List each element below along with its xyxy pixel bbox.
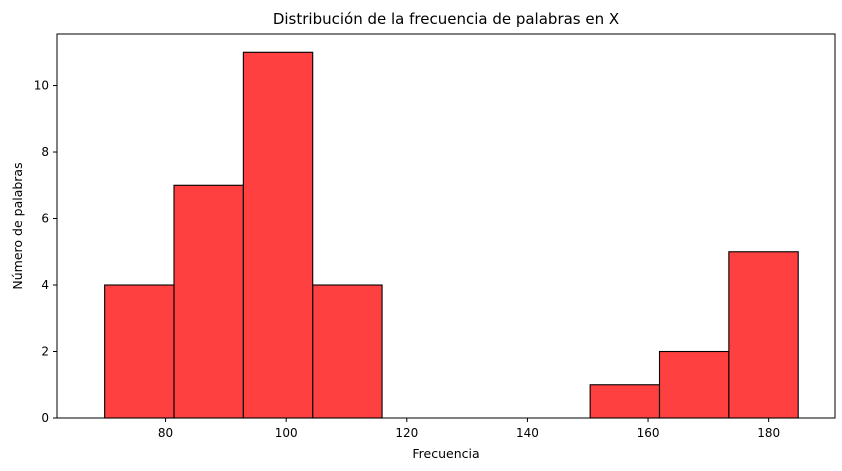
bars-group (104, 51, 799, 419)
histogram-bar (312, 284, 383, 419)
x-tick-label: 160 (637, 426, 660, 440)
histogram-bar (242, 51, 314, 419)
histogram-bar (104, 284, 175, 419)
y-tick-label: 2 (41, 345, 49, 359)
histogram-bar (173, 184, 244, 419)
y-tick-label: 6 (41, 212, 49, 226)
x-tick-label: 120 (395, 426, 418, 440)
y-tick-label: 10 (34, 79, 49, 93)
plot-frame (56, 33, 836, 419)
histogram-bar (728, 251, 799, 419)
chart-title: Distribución de la frecuencia de palabra… (273, 10, 619, 28)
y-axis-ticks: 0 2 4 6 8 10 (34, 79, 57, 425)
x-tick-label: 140 (516, 426, 539, 440)
y-tick-label: 4 (41, 278, 49, 292)
y-tick-label: 8 (41, 145, 49, 159)
x-tick-label: 80 (158, 426, 173, 440)
x-tick-label: 180 (757, 426, 780, 440)
x-tick-label: 100 (275, 426, 298, 440)
histogram-bar (658, 350, 730, 419)
y-axis-label: Número de palabras (10, 162, 25, 289)
x-axis-ticks: 80 100 120 140 160 180 (158, 418, 780, 440)
y-tick-label: 0 (41, 411, 49, 425)
x-axis-label: Frecuencia (412, 446, 479, 461)
histogram-bar (589, 384, 661, 419)
